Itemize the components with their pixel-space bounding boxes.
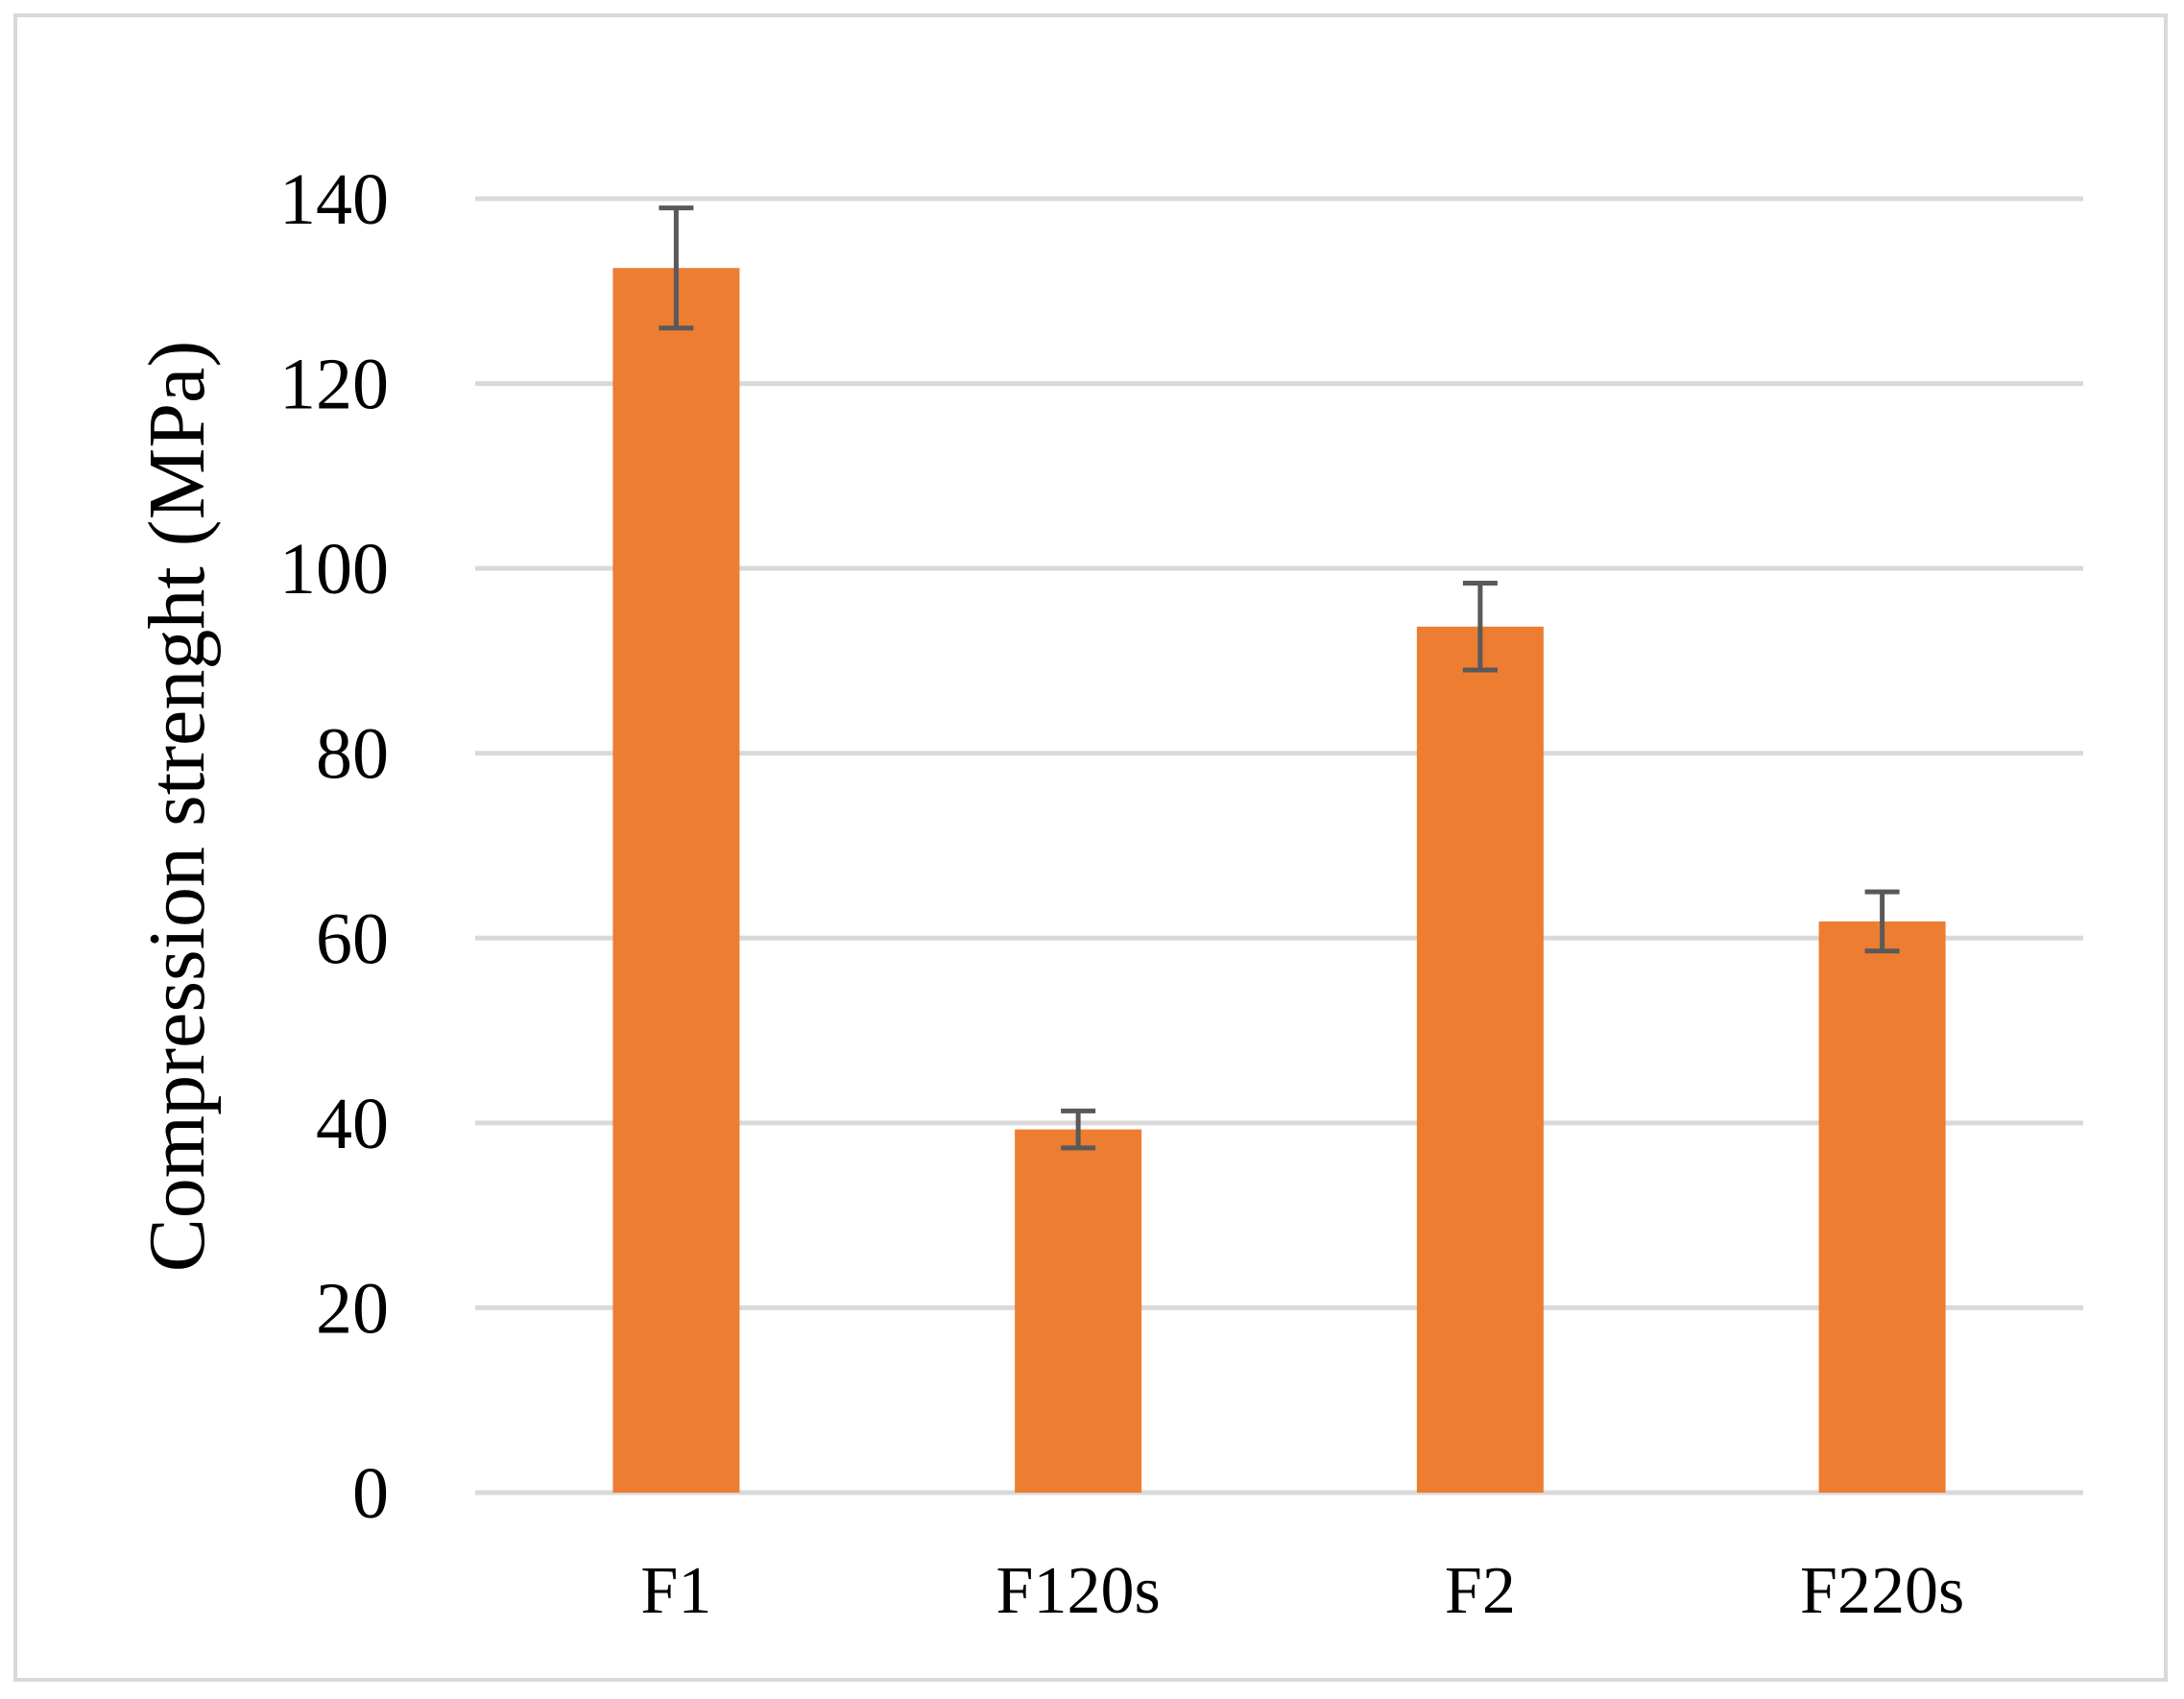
y-tick-label-100: 100 [279, 529, 389, 610]
error-bar-F220s [1864, 889, 1900, 954]
y-tick-label-40: 40 [316, 1084, 389, 1164]
error-bar-F120s [1061, 1108, 1096, 1151]
gridlines [475, 196, 2083, 1496]
bar-F2 [1416, 626, 1544, 1493]
y-tick-label-140: 140 [279, 159, 389, 240]
y-tick-label-20: 20 [316, 1268, 389, 1349]
y-tick-labels: 0 20 40 60 80 100 120 140 [279, 159, 389, 1534]
y-tick-label-0: 0 [352, 1453, 389, 1534]
bar-F220s [1818, 921, 1946, 1493]
x-category-label-F1: F1 [640, 1554, 711, 1628]
y-tick-label-80: 80 [316, 714, 389, 795]
y-axis-title: Compression strenght (MPa) [132, 341, 222, 1273]
x-category-label-F2: F2 [1445, 1554, 1516, 1628]
x-category-labels: F1 F120s F2 F220s [640, 1554, 1964, 1628]
error-bar-F1 [659, 205, 694, 331]
bars [612, 268, 1946, 1493]
x-category-label-F120s: F120s [996, 1554, 1161, 1628]
x-category-label-F220s: F220s [1800, 1554, 1964, 1628]
bar-F1 [612, 268, 740, 1493]
error-bars [659, 205, 1900, 1151]
y-tick-label-60: 60 [316, 898, 389, 979]
y-tick-label-120: 120 [279, 345, 389, 425]
bar-F120s [1015, 1129, 1142, 1493]
error-bar-F2 [1462, 581, 1498, 673]
